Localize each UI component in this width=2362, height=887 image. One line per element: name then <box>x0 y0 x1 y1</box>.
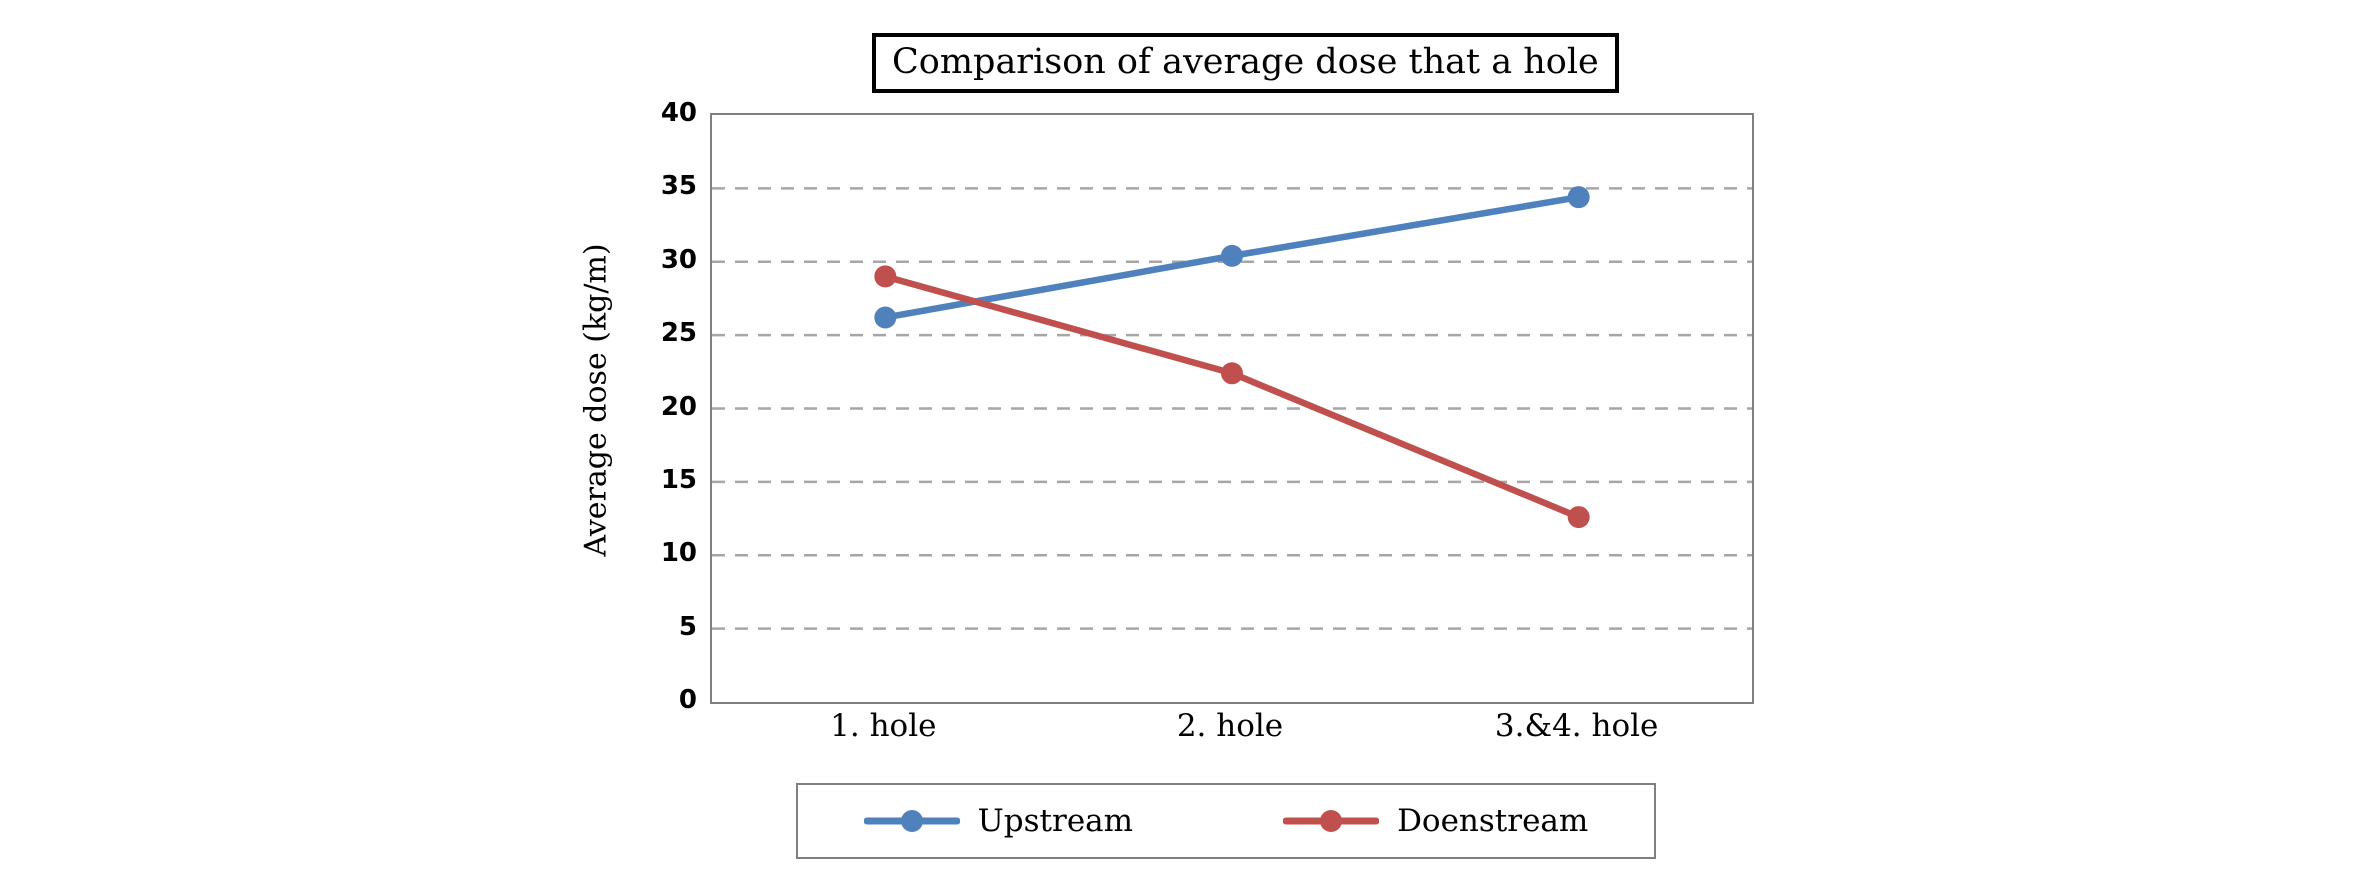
plot-area <box>710 113 1754 704</box>
y-tick-label-40: 40 <box>660 98 697 128</box>
data-point-upstream-1 <box>1221 244 1243 267</box>
y-tick-label-15: 15 <box>660 464 697 495</box>
data-point-doenstream-1 <box>1221 362 1243 385</box>
data-point-upstream-0 <box>874 306 897 329</box>
data-point-doenstream-2 <box>1567 506 1590 529</box>
y-tick-label-35: 35 <box>660 171 697 202</box>
y-tick-label-25: 25 <box>660 318 697 349</box>
x-tick-label-3: 3.&4. hole <box>1494 708 1659 744</box>
legend: Upstream Doenstream <box>796 783 1656 859</box>
legend-marker-icon <box>863 810 960 832</box>
y-tick-label-0: 0 <box>678 685 697 715</box>
legend-item-doenstream: Doenstream <box>1283 803 1588 839</box>
legend-item-upstream: Upstream <box>863 803 1134 839</box>
chart-title: Comparison of average dose that a hole <box>872 33 1619 93</box>
y-tick-label-10: 10 <box>660 538 697 569</box>
legend-marker-icon <box>1283 810 1380 832</box>
y-tick-label-5: 5 <box>678 611 697 642</box>
y-tick-label-20: 20 <box>660 391 697 422</box>
data-point-upstream-2 <box>1567 186 1590 209</box>
x-tick-label-2: 2. hole <box>1176 708 1284 744</box>
line-chart-svg <box>712 186 1752 630</box>
legend-label: Upstream <box>977 803 1134 839</box>
legend-label: Doenstream <box>1397 803 1589 839</box>
x-tick-label-1: 1. hole <box>830 708 937 744</box>
data-point-doenstream-0 <box>874 265 897 288</box>
y-tick-label-30: 30 <box>660 244 697 275</box>
